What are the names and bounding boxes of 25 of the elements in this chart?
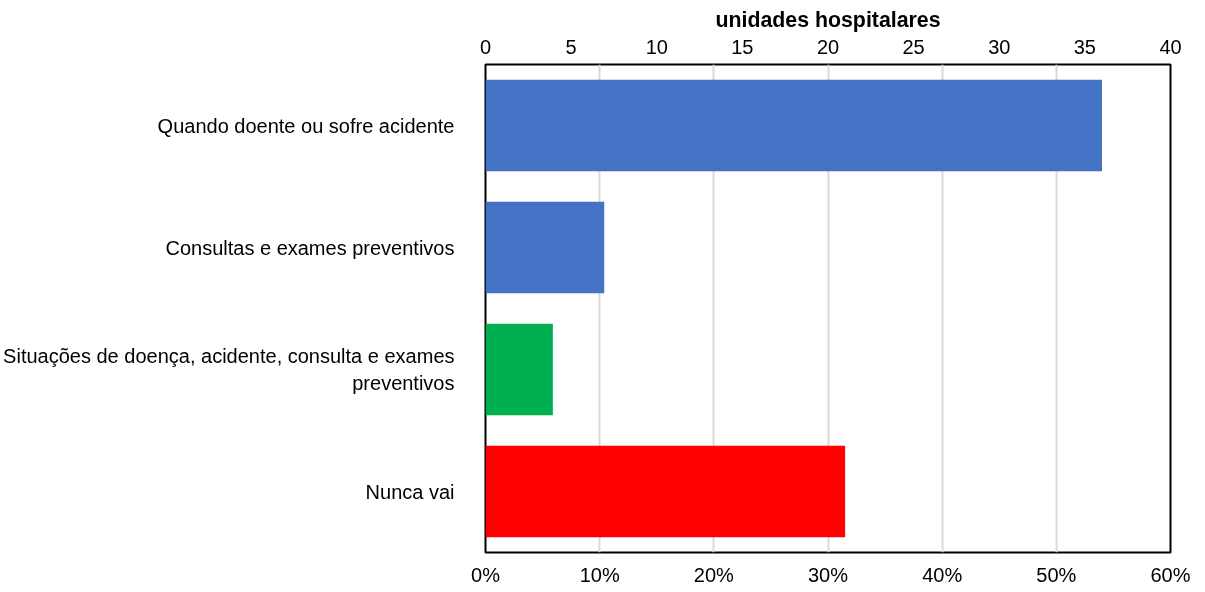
- y-tick-label: Situações de doença, acidente, consulta e exames preventivos: [3, 345, 455, 394]
- y-tick-label: Nunca vai: [365, 480, 455, 503]
- x2-tick-label: 10: [645, 35, 668, 58]
- x-tick-label: 10%: [579, 563, 620, 586]
- bar: [485, 79, 1102, 172]
- bar: [485, 445, 846, 538]
- x-tick-label: 0%: [471, 563, 501, 586]
- y-tick-label: Quando doente ou sofre acidente: [157, 114, 455, 137]
- x2-tick-label: 0: [479, 35, 492, 58]
- x2-tick-label: 15: [731, 35, 754, 58]
- x2-tick-label: 30: [988, 35, 1011, 58]
- y-tick-label: Consultas e exames preventivos: [165, 236, 455, 259]
- bar: [485, 201, 605, 294]
- x-tick-label: 50%: [1036, 563, 1077, 586]
- x2-tick-label: 35: [1073, 35, 1096, 58]
- x2-tick-label: 5: [565, 35, 577, 58]
- x2-tick-label: 20: [816, 35, 840, 58]
- x-tick-label: 40%: [922, 563, 963, 586]
- x2-tick-label: 25: [902, 35, 925, 58]
- x2-tick-label: 40: [1159, 35, 1182, 58]
- x-tick-label: 30%: [807, 563, 849, 586]
- bar: [485, 323, 553, 416]
- x-tick-label: 60%: [1150, 563, 1191, 586]
- chart-title: unidades hospitalares: [715, 7, 941, 32]
- x-tick-label: 20%: [693, 563, 735, 586]
